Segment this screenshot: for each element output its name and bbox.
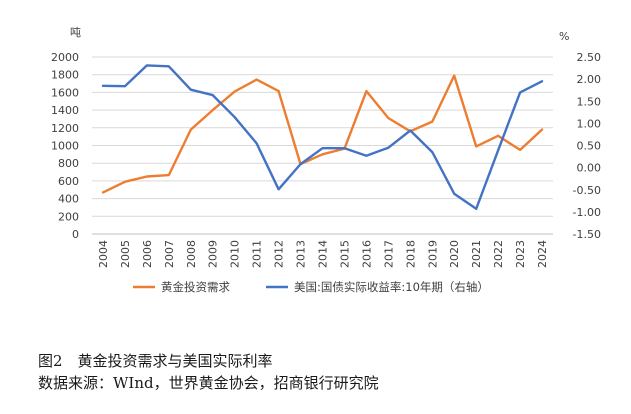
series-lines <box>101 64 544 211</box>
figure-caption-title: 图2 黄金投资需求与美国实际利率 <box>38 352 273 370</box>
right-tick-label: -0.50 <box>573 184 601 197</box>
left-tick-label: 1800 <box>51 69 79 82</box>
right-axis-unit: % <box>559 30 569 43</box>
x-tick-label: 2020 <box>448 240 461 268</box>
left-tick-label: 2000 <box>51 51 79 64</box>
left-tick-label: 200 <box>58 210 79 223</box>
x-tick-label: 2012 <box>273 240 286 268</box>
gold-demand-line <box>101 74 544 194</box>
figure-caption-source: 数据来源：WInd，世界黄金协会，招商银行研究院 <box>38 374 379 392</box>
left-tick-label: 600 <box>58 175 79 188</box>
x-tick-label: 2016 <box>360 240 373 268</box>
right-tick-label: 1.50 <box>577 95 602 108</box>
x-tick-label: 2010 <box>229 240 242 268</box>
right-tick-label: -1.50 <box>573 228 601 241</box>
us-real-yield-line <box>101 64 544 211</box>
left-tick-label: 800 <box>58 157 79 170</box>
gridlines <box>92 56 553 235</box>
x-tick-label: 2019 <box>426 240 439 268</box>
right-tick-label: 1.00 <box>577 117 602 130</box>
x-tick-label: 2011 <box>251 240 264 268</box>
x-tick-label: 2017 <box>382 240 395 268</box>
right-axis-ticks: -1.50 -1.00 -0.50 0.00 0.50 1.00 1.50 2.00 2.50 <box>573 51 601 241</box>
x-tick-label: 2004 <box>97 240 110 268</box>
x-tick-label: 2013 <box>295 240 308 268</box>
left-axis-unit: 吨 <box>70 26 81 39</box>
left-tick-label: 1600 <box>51 86 79 99</box>
right-tick-label: -1.00 <box>573 206 601 219</box>
left-tick-label: 0 <box>72 228 79 241</box>
x-tick-label: 2018 <box>404 240 417 268</box>
x-tick-label: 2015 <box>338 240 351 268</box>
x-tick-label: 2024 <box>536 240 549 268</box>
legend-label-gold-demand: 黄金投资需求 <box>161 280 230 294</box>
x-tick-label: 2005 <box>119 240 132 268</box>
right-tick-label: 2.00 <box>577 73 602 86</box>
x-tick-label: 2009 <box>207 240 220 268</box>
right-tick-label: 0.00 <box>577 162 602 175</box>
left-tick-label: 1400 <box>51 104 79 117</box>
x-tick-label: 2021 <box>470 240 483 268</box>
left-tick-label: 1000 <box>51 140 79 153</box>
left-tick-label: 400 <box>58 193 79 206</box>
x-tick-label: 2022 <box>492 240 505 268</box>
x-tick-label: 2007 <box>163 240 176 268</box>
legend-label-us-real-yield: 美国:国债实际收益率:10年期（右轴） <box>294 280 489 294</box>
x-tick-label: 2014 <box>317 240 330 268</box>
x-tick-label: 2006 <box>141 240 154 268</box>
left-tick-label: 1200 <box>51 122 79 135</box>
legend: 黄金投资需求 美国:国债实际收益率:10年期（右轴） <box>133 280 489 294</box>
x-axis-ticks: 2004 2005 2006 2007 2008 2009 2010 2011 2012 2013… <box>97 240 549 268</box>
x-tick-label: 2008 <box>185 240 198 268</box>
right-tick-label: 2.50 <box>577 51 602 64</box>
left-axis-ticks: 0 200 400 600 800 1000 1200 1400 1600 1800 2000 <box>51 51 79 241</box>
x-tick-label: 2023 <box>514 240 527 268</box>
right-tick-label: 0.50 <box>577 140 602 153</box>
